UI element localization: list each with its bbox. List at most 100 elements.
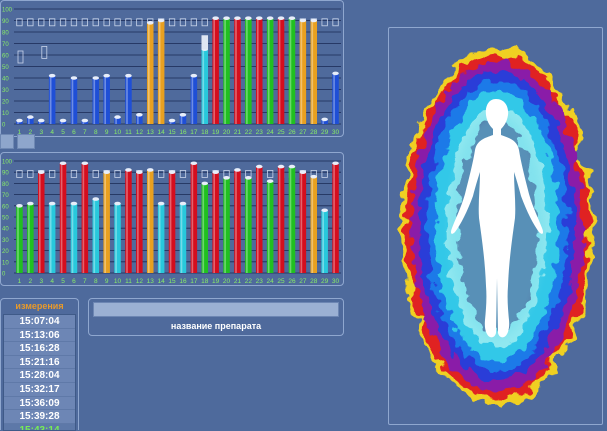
bar-14 xyxy=(157,201,165,273)
x-tick-label: 24 xyxy=(267,278,275,285)
x-tick-label: 8 xyxy=(94,129,98,136)
bar xyxy=(114,203,121,273)
measurements-title: измерения xyxy=(15,301,64,311)
human-silhouette-icon xyxy=(451,99,543,338)
bar-highlight xyxy=(17,120,19,124)
bar xyxy=(299,20,307,124)
measurement-time-item[interactable]: 15:39:28 xyxy=(4,410,75,424)
bar xyxy=(190,75,198,124)
x-tick-label: 2 xyxy=(29,278,33,285)
measurement-time-item[interactable]: 15:36:09 xyxy=(4,397,75,411)
bar-25 xyxy=(277,16,285,125)
x-tick-label: 13 xyxy=(147,129,155,136)
bar-18 xyxy=(201,35,209,124)
bar xyxy=(321,210,328,273)
bar-22 xyxy=(245,176,252,273)
bar-cap xyxy=(70,76,78,80)
bar-highlight xyxy=(137,114,139,124)
measurement-time-item[interactable]: 15:28:04 xyxy=(4,369,75,383)
reference-marker xyxy=(114,170,121,178)
bar xyxy=(266,18,274,125)
bar-cap xyxy=(190,161,198,166)
bar-highlight xyxy=(300,20,303,124)
bar-highlight xyxy=(246,18,248,125)
bar-highlight xyxy=(82,120,85,124)
drug-name-field[interactable] xyxy=(93,302,339,317)
reference-marker xyxy=(27,18,34,27)
bar-4 xyxy=(48,73,56,124)
bar-highlight xyxy=(71,78,74,124)
measurement-time-item[interactable]: 15:13:06 xyxy=(4,329,75,343)
bar xyxy=(37,172,45,273)
bar xyxy=(168,172,176,273)
y-tick-label: 0 xyxy=(2,123,6,129)
reference-marker xyxy=(16,170,23,178)
bar-cap xyxy=(299,170,307,174)
measurement-time-item[interactable]: 15:21:16 xyxy=(4,356,75,370)
x-tick-label: 3 xyxy=(39,278,43,285)
bar-highlight xyxy=(311,20,314,124)
bar-highlight xyxy=(235,169,237,273)
bar-7 xyxy=(81,118,89,124)
bar-highlight xyxy=(289,18,292,125)
bar xyxy=(179,114,187,124)
measurement-time-item[interactable]: 15:43:14 xyxy=(4,423,75,430)
reference-marker xyxy=(49,18,56,27)
bar-8 xyxy=(92,197,100,273)
bar-28 xyxy=(310,174,318,273)
x-tick-label: 17 xyxy=(190,278,198,285)
bar-19 xyxy=(212,170,219,273)
bar-highlight xyxy=(235,18,237,125)
bar xyxy=(16,205,23,273)
measurements-list[interactable]: 15:07:04 15:13:06 15:16:28 15:21:16 15:28:04… xyxy=(3,314,76,431)
bar-highlight xyxy=(322,210,324,273)
x-tick-label: 9 xyxy=(105,278,109,285)
bar xyxy=(157,203,165,273)
measurement-time-item[interactable]: 15:32:17 xyxy=(4,383,75,397)
bar-marker xyxy=(201,35,209,50)
y-tick-label: 60 xyxy=(2,54,9,60)
bar-12 xyxy=(136,113,143,124)
chart-toggle-button-b[interactable] xyxy=(17,134,35,149)
x-tick-label: 10 xyxy=(114,278,122,285)
bar-highlight xyxy=(82,163,85,273)
bar-highlight xyxy=(158,20,161,124)
reference-marker xyxy=(201,170,208,178)
bar-16 xyxy=(179,201,187,273)
reference-marker xyxy=(190,18,197,27)
reference-marker xyxy=(41,46,48,59)
bar xyxy=(201,183,209,273)
bar xyxy=(310,20,318,124)
bar-cap xyxy=(136,170,143,174)
bar xyxy=(299,172,307,273)
bar-cap xyxy=(37,118,45,123)
chart-toggle-button-a[interactable] xyxy=(0,134,14,149)
bar-cap xyxy=(255,164,263,169)
measurement-time-item[interactable]: 15:07:04 xyxy=(4,315,75,329)
x-tick-label: 21 xyxy=(234,278,242,285)
bar-cap xyxy=(146,21,154,25)
bar xyxy=(146,22,154,124)
reference-marker xyxy=(114,18,121,27)
bar-24 xyxy=(266,179,274,273)
bar-9 xyxy=(103,170,110,273)
x-tick-label: 28 xyxy=(310,278,318,285)
bar-cap xyxy=(245,16,252,20)
bar-3 xyxy=(37,170,45,273)
bar xyxy=(27,117,34,124)
bar-highlight xyxy=(191,163,194,273)
measurement-time-item[interactable]: 15:16:28 xyxy=(4,342,75,356)
bar-highlight xyxy=(38,120,41,124)
bar-cap xyxy=(223,176,230,180)
bar-4 xyxy=(48,201,56,273)
bar-highlight xyxy=(191,75,194,124)
bar-7 xyxy=(81,161,89,273)
bar-18 xyxy=(201,181,209,273)
bar-11 xyxy=(125,168,132,273)
bar xyxy=(245,177,252,273)
bar-highlight xyxy=(49,203,52,273)
reference-marker xyxy=(179,18,187,27)
bar-highlight xyxy=(278,18,281,125)
bar-highlight xyxy=(202,183,205,273)
bar xyxy=(70,203,78,273)
